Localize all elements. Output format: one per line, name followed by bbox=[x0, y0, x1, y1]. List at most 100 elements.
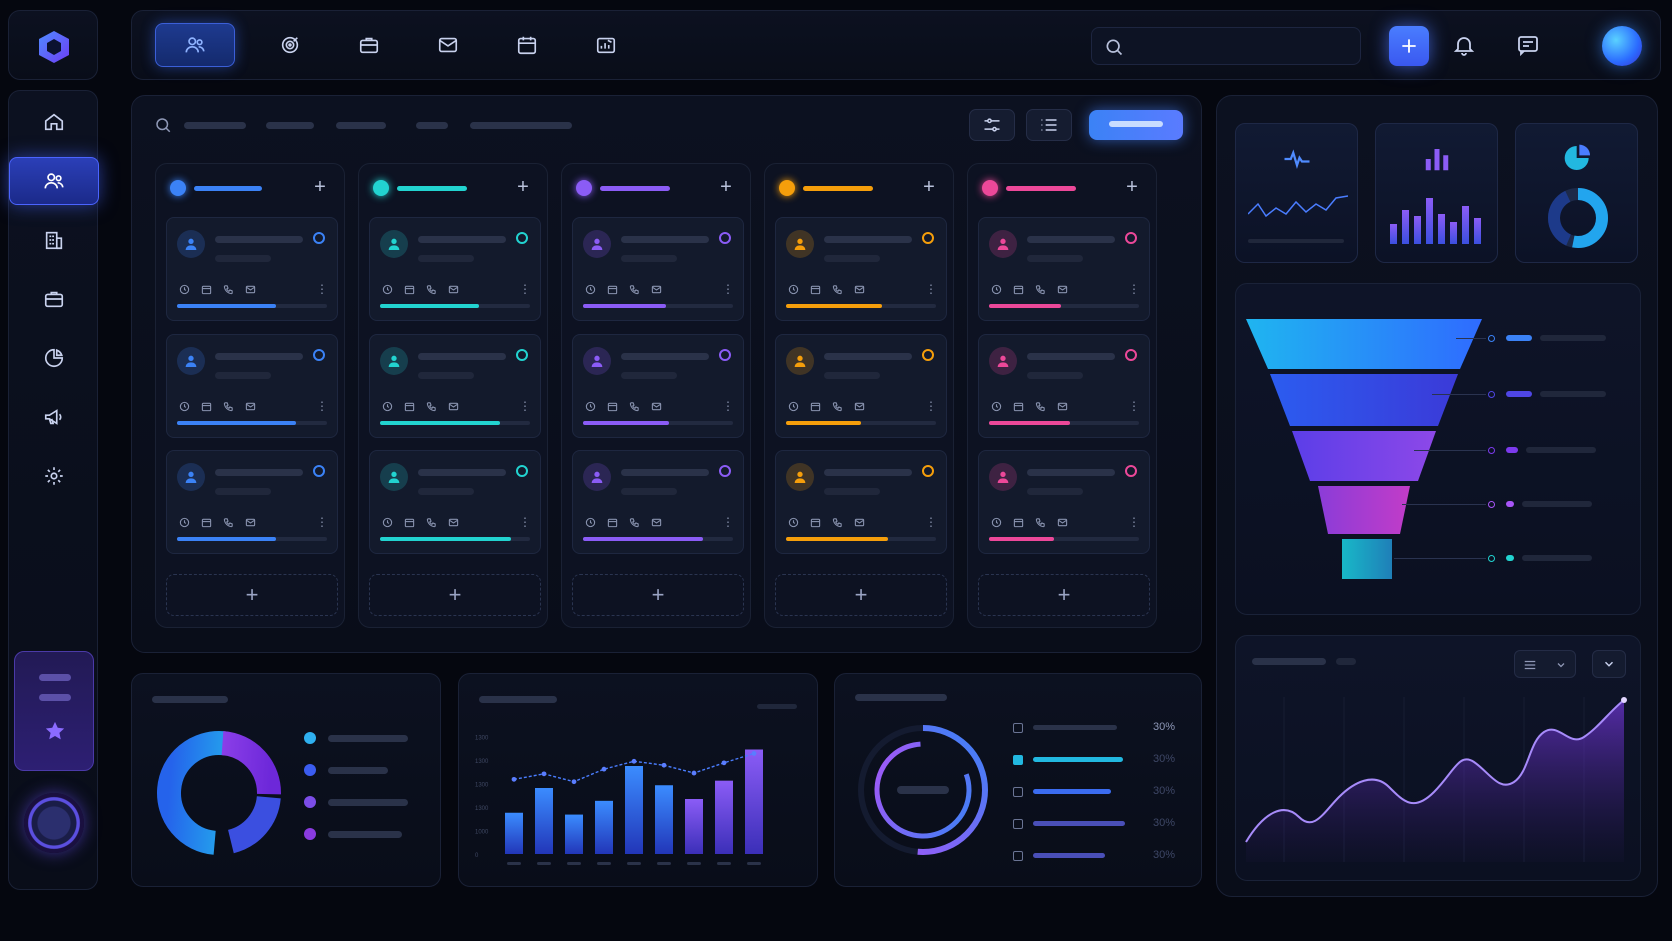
sidebar-item-company[interactable] bbox=[9, 216, 99, 264]
mail-icon[interactable] bbox=[446, 282, 460, 296]
mail-icon[interactable] bbox=[649, 399, 663, 413]
upgrade-card[interactable] bbox=[14, 651, 94, 771]
mail-icon[interactable] bbox=[852, 399, 866, 413]
phone-icon[interactable] bbox=[830, 282, 844, 296]
more-options-icon[interactable]: ⋮ bbox=[1128, 399, 1140, 413]
clock-icon[interactable] bbox=[989, 282, 1003, 296]
status-ring-icon[interactable] bbox=[1125, 232, 1137, 244]
phone-icon[interactable] bbox=[627, 399, 641, 413]
mail-icon[interactable] bbox=[852, 515, 866, 529]
phone-icon[interactable] bbox=[1033, 282, 1047, 296]
search-input[interactable] bbox=[1132, 34, 1352, 58]
mail-icon[interactable] bbox=[1055, 399, 1069, 413]
status-ring-icon[interactable] bbox=[719, 465, 731, 477]
calendar-icon[interactable] bbox=[605, 399, 619, 413]
share-mini-card[interactable] bbox=[1515, 123, 1638, 263]
logo-tile[interactable] bbox=[8, 10, 98, 80]
clock-icon[interactable] bbox=[786, 515, 800, 529]
list-view-button[interactable] bbox=[1026, 109, 1072, 141]
notifications-button[interactable] bbox=[1452, 33, 1476, 57]
clock-icon[interactable] bbox=[989, 399, 1003, 413]
deal-card[interactable]: ⋮ bbox=[978, 217, 1150, 321]
deal-card[interactable]: ⋮ bbox=[166, 217, 338, 321]
more-options-icon[interactable]: ⋮ bbox=[925, 515, 937, 529]
calendar-icon[interactable] bbox=[1011, 515, 1025, 529]
more-options-icon[interactable]: ⋮ bbox=[1128, 282, 1140, 296]
more-options-icon[interactable]: ⋮ bbox=[722, 282, 734, 296]
sidebar-item-users[interactable] bbox=[9, 157, 99, 205]
status-ring-icon[interactable] bbox=[516, 349, 528, 361]
primary-action-button[interactable] bbox=[1089, 110, 1183, 140]
tab-mail[interactable] bbox=[408, 23, 488, 67]
deal-card[interactable]: ⋮ bbox=[166, 334, 338, 438]
deal-card[interactable]: ⋮ bbox=[369, 217, 541, 321]
status-ring-icon[interactable] bbox=[313, 232, 325, 244]
clock-icon[interactable] bbox=[786, 282, 800, 296]
board-filter-1[interactable] bbox=[184, 122, 246, 129]
sidebar-item-home[interactable] bbox=[9, 98, 99, 146]
more-options-icon[interactable]: ⋮ bbox=[519, 282, 531, 296]
board-filter-2[interactable] bbox=[266, 122, 314, 129]
avatar[interactable] bbox=[1602, 26, 1642, 66]
clock-icon[interactable] bbox=[989, 515, 1003, 529]
row-checkbox[interactable] bbox=[1013, 819, 1023, 829]
revenue-bar[interactable] bbox=[715, 780, 733, 854]
revenue-bar[interactable] bbox=[505, 812, 523, 854]
more-options-icon[interactable]: ⋮ bbox=[1128, 515, 1140, 529]
mail-icon[interactable] bbox=[243, 399, 257, 413]
status-ring-icon[interactable] bbox=[719, 232, 731, 244]
status-ring-icon[interactable] bbox=[719, 349, 731, 361]
tab-contacts[interactable] bbox=[155, 23, 235, 67]
status-ring-icon[interactable] bbox=[922, 349, 934, 361]
mail-icon[interactable] bbox=[446, 399, 460, 413]
phone-icon[interactable] bbox=[221, 282, 235, 296]
row-checkbox[interactable] bbox=[1013, 851, 1023, 861]
revenue-bar[interactable] bbox=[625, 766, 643, 854]
revenue-bar[interactable] bbox=[595, 800, 613, 854]
trend-filter-dropdown[interactable] bbox=[1514, 650, 1576, 678]
deal-card[interactable]: ⋮ bbox=[978, 334, 1150, 438]
mail-icon[interactable] bbox=[649, 282, 663, 296]
clock-icon[interactable] bbox=[177, 282, 191, 296]
row-checkbox[interactable] bbox=[1013, 755, 1023, 765]
mail-icon[interactable] bbox=[446, 515, 460, 529]
bars-mini-card[interactable] bbox=[1375, 123, 1498, 263]
revenue-bar[interactable] bbox=[685, 799, 703, 854]
phone-icon[interactable] bbox=[221, 515, 235, 529]
deal-card[interactable]: ⋮ bbox=[978, 450, 1150, 554]
add-card-button[interactable]: + bbox=[369, 574, 541, 616]
add-card-button[interactable]: + bbox=[978, 574, 1150, 616]
calendar-icon[interactable] bbox=[605, 515, 619, 529]
phone-icon[interactable] bbox=[424, 515, 438, 529]
mail-icon[interactable] bbox=[649, 515, 663, 529]
activity-mini-card[interactable] bbox=[1235, 123, 1358, 263]
calendar-icon[interactable] bbox=[605, 282, 619, 296]
more-options-icon[interactable]: ⋮ bbox=[316, 399, 328, 413]
sidebar-item-campaigns[interactable] bbox=[9, 393, 99, 441]
board-filter-3[interactable] bbox=[336, 122, 386, 129]
more-options-icon[interactable]: ⋮ bbox=[316, 282, 328, 296]
add-column-item-button[interactable]: + bbox=[314, 176, 326, 198]
mail-icon[interactable] bbox=[1055, 515, 1069, 529]
tab-calendar[interactable] bbox=[487, 23, 567, 67]
more-options-icon[interactable]: ⋮ bbox=[519, 515, 531, 529]
phone-icon[interactable] bbox=[424, 282, 438, 296]
tab-analytics[interactable] bbox=[566, 23, 646, 67]
phone-icon[interactable] bbox=[830, 515, 844, 529]
status-ring-icon[interactable] bbox=[516, 465, 528, 477]
deal-card[interactable]: ⋮ bbox=[775, 334, 947, 438]
phone-icon[interactable] bbox=[1033, 399, 1047, 413]
clock-icon[interactable] bbox=[583, 515, 597, 529]
phone-icon[interactable] bbox=[1033, 515, 1047, 529]
deal-card[interactable]: ⋮ bbox=[166, 450, 338, 554]
clock-icon[interactable] bbox=[177, 515, 191, 529]
status-ring-icon[interactable] bbox=[1125, 465, 1137, 477]
more-options-icon[interactable]: ⋮ bbox=[722, 515, 734, 529]
adjust-button[interactable] bbox=[969, 109, 1015, 141]
status-ring-icon[interactable] bbox=[922, 232, 934, 244]
calendar-icon[interactable] bbox=[808, 399, 822, 413]
phone-icon[interactable] bbox=[830, 399, 844, 413]
board-search-icon[interactable] bbox=[154, 116, 172, 134]
mail-icon[interactable] bbox=[852, 282, 866, 296]
clock-icon[interactable] bbox=[380, 282, 394, 296]
